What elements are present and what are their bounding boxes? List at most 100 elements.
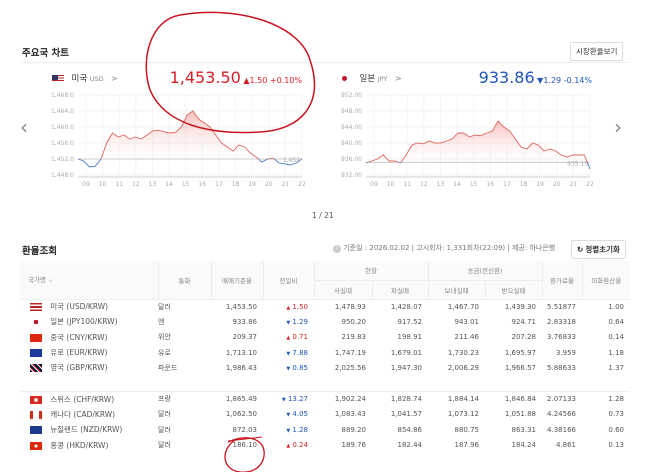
header-usd-rate: 미화환산율 bbox=[581, 261, 630, 300]
prev-chart-button[interactable]: ‹ bbox=[20, 115, 28, 139]
cash-buy: 889.20 bbox=[341, 425, 367, 434]
country-pair[interactable]: 캐나다 (CAD/KRW) bbox=[50, 409, 116, 419]
header-cash-sell: 파실때 bbox=[371, 280, 428, 300]
cash-sell: 1,947.30 bbox=[390, 363, 422, 372]
country-pair[interactable]: 일본 (JPY100/KRW) bbox=[50, 317, 118, 327]
base-rate: 872.03 bbox=[232, 425, 258, 434]
currency-name: 달러 bbox=[158, 425, 171, 434]
jp-flag-icon bbox=[30, 318, 42, 327]
triangle-down-icon: ▼ bbox=[286, 365, 291, 372]
currency-name: 유로 bbox=[158, 348, 171, 357]
cash-buy: 189.76 bbox=[341, 441, 367, 450]
diff-value: 13.27 bbox=[287, 395, 308, 404]
country-pair[interactable]: 유로 (EUR/KRW) bbox=[50, 348, 108, 358]
currency-name: 프랑 bbox=[158, 395, 171, 404]
x-tick-label: 11 bbox=[115, 181, 123, 188]
table-title: 환율조회 bbox=[22, 246, 57, 257]
x-tick-label: 17 bbox=[503, 181, 511, 188]
cash-sell: 854.86 bbox=[397, 425, 423, 434]
x-tick-label: 10 bbox=[387, 181, 395, 188]
usd-conversion: 1.18 bbox=[608, 348, 624, 357]
x-tick-label: 21 bbox=[570, 181, 578, 188]
table-row[interactable]: 유로 (EUR/KRW) 유로 1,713.10 ▼ 7.88 1,747.19… bbox=[20, 345, 630, 360]
sort-country-header[interactable]: 국가명 ⌵ bbox=[20, 261, 158, 300]
table-row[interactable]: 홍콩 (HKD/KRW) 달러 186.10 ▲ 0.24 189.76 182… bbox=[20, 437, 630, 452]
cn-flag-icon bbox=[30, 333, 42, 342]
table-row[interactable]: 미국 (USD/KRW) 달러 1,453.50 ▲ 1.50 1,478.93… bbox=[20, 299, 630, 314]
fee-rate: 4.861 bbox=[555, 441, 576, 450]
triangle-up-icon: ▲ bbox=[286, 304, 291, 311]
diff-value: 0.24 bbox=[292, 441, 308, 450]
diff-value: 0.85 bbox=[292, 363, 308, 372]
cash-sell: 1,679.01 bbox=[390, 348, 422, 357]
jpy-country-link[interactable]: 일본 JPY > bbox=[342, 72, 402, 84]
usd-country-link[interactable]: 미국 USD > bbox=[52, 72, 118, 84]
table-row[interactable]: 스위스 (CHF/KRW) 프랑 1,865.49 ▼ 13.27 1,902.… bbox=[20, 391, 630, 406]
y-tick-label: 1,456.0 bbox=[51, 140, 74, 147]
pager: 1 / 21 bbox=[312, 211, 334, 220]
country-pair[interactable]: 영국 (GBP/KRW) bbox=[50, 363, 108, 373]
x-tick-label: 22 bbox=[586, 181, 594, 188]
wire-send: 1,884.14 bbox=[447, 395, 479, 404]
country-pair[interactable]: 중국 (CNY/KRW) bbox=[50, 332, 108, 342]
header-fee-rate: 환가료율 bbox=[541, 261, 582, 300]
country-pair[interactable]: 미국 (USD/KRW) bbox=[50, 302, 109, 312]
wire-receive: 1,051.88 bbox=[504, 410, 536, 419]
cash-sell: 1,041.57 bbox=[390, 410, 422, 419]
currency-name: 달러 bbox=[158, 302, 171, 311]
x-tick-label: 09 bbox=[82, 181, 90, 188]
ca-flag-icon bbox=[30, 410, 42, 419]
country-name: 미국 bbox=[71, 74, 88, 84]
country-pair[interactable]: 뉴질랜드 (NZD/KRW) bbox=[50, 425, 123, 435]
usd-conversion: 1.28 bbox=[608, 395, 624, 404]
header-label: 국가명 bbox=[28, 276, 46, 285]
base-rate: 186.10 bbox=[232, 441, 258, 450]
cash-sell: 198.91 bbox=[397, 333, 423, 342]
current-price: 933.86 bbox=[478, 68, 535, 87]
country-pair[interactable]: 홍콩 (HKD/KRW) bbox=[50, 440, 109, 450]
wire-receive: 1,439.30 bbox=[504, 302, 536, 311]
cash-buy: 2,025.56 bbox=[334, 363, 366, 372]
currency-name: 파운드 bbox=[158, 363, 178, 372]
triangle-down-icon: ▼ bbox=[286, 319, 291, 326]
divider bbox=[20, 62, 630, 63]
table-row[interactable]: 중국 (CNY/KRW) 위안 209.37 ▲ 0.71 219.83 198… bbox=[20, 330, 630, 345]
x-tick-label: 20 bbox=[265, 181, 273, 188]
reset-sort-button[interactable]: ↻ 정렬초기화 bbox=[571, 240, 626, 259]
table-row[interactable]: 영국 (GBP/KRW) 파운드 1,986.43 ▼ 0.85 2,025.5… bbox=[20, 360, 630, 375]
exchange-rate-table: 국가명 ⌵ 통화 매매기준율 전일비 현찰 송금(전신환) 환가료율 미화환산율… bbox=[20, 261, 630, 453]
usd-conversion: 0.14 bbox=[608, 333, 624, 342]
currency-name: 달러 bbox=[158, 410, 171, 419]
fee-rate: 3.76833 bbox=[547, 333, 576, 342]
x-tick-label: 14 bbox=[165, 181, 173, 188]
table-row[interactable]: 캐나다 (CAD/KRW) 달러 1,062.50 ▼ 4.05 1,083.4… bbox=[20, 407, 630, 422]
wire-receive: 207.28 bbox=[511, 333, 537, 342]
country-pair[interactable]: 스위스 (CHF/KRW) bbox=[50, 394, 115, 404]
us-flag-icon bbox=[30, 303, 42, 312]
y-tick-label: 948.00 bbox=[341, 108, 362, 115]
usd-conversion: 1.00 bbox=[608, 302, 624, 311]
wire-send: 187.96 bbox=[454, 441, 480, 450]
wire-receive: 1,695.97 bbox=[504, 348, 536, 357]
usd-conversion: 0.13 bbox=[608, 441, 624, 450]
cash-buy: 1,478.93 bbox=[334, 302, 366, 311]
x-tick-label: 22 bbox=[298, 181, 306, 188]
ch-flag-icon bbox=[30, 395, 42, 404]
chevron-right-icon: > bbox=[111, 74, 118, 83]
market-rate-button[interactable]: 시장환율보기 bbox=[570, 42, 624, 61]
y-tick-label: 1,464.0 bbox=[51, 108, 74, 115]
base-rate: 1,986.43 bbox=[225, 363, 257, 372]
x-tick-label: 16 bbox=[486, 181, 494, 188]
fee-rate: 5.51877 bbox=[547, 302, 576, 311]
table-row[interactable]: 일본 (JPY100/KRW) 엔 933.86 ▼ 1.29 950.20 9… bbox=[20, 314, 630, 329]
triangle-down-icon: ▼ bbox=[286, 427, 291, 434]
diff-value: 7.88 bbox=[292, 348, 308, 357]
fee-rate: 2.83318 bbox=[547, 317, 576, 326]
x-tick-label: 13 bbox=[149, 181, 157, 188]
next-chart-button[interactable]: › bbox=[614, 115, 622, 139]
eu-flag-icon bbox=[30, 349, 42, 358]
info-icon: i bbox=[333, 245, 341, 253]
section-title: 주요국 차트 bbox=[22, 48, 70, 59]
table-row[interactable]: 뉴질랜드 (NZD/KRW) 달러 872.03 ▼ 1.28 889.20 8… bbox=[20, 422, 630, 437]
wire-receive: 863.31 bbox=[511, 425, 537, 434]
